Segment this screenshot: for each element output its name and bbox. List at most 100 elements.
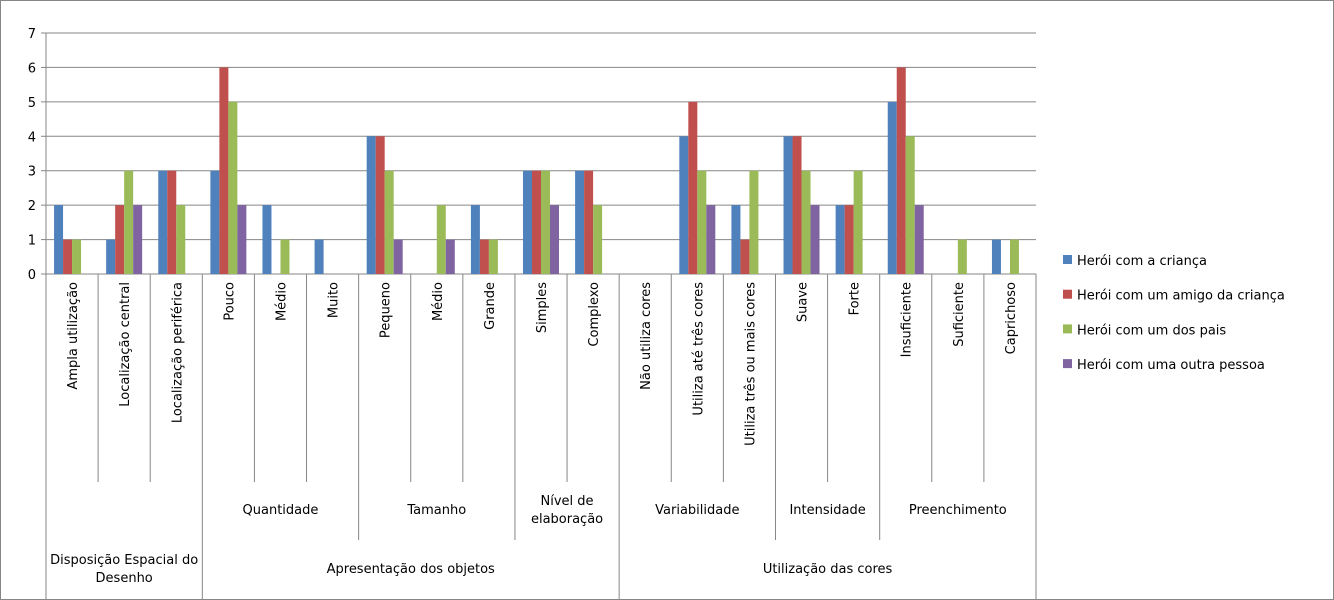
x-tick-label: Pequeno: [379, 282, 394, 338]
group-label: Disposição Espacial do Desenho: [50, 552, 199, 586]
subgroup-label: Quantidade: [242, 503, 319, 519]
bar: [991, 239, 1001, 274]
x-tick-label: Utiliza três ou mais cores: [743, 282, 758, 446]
x-tick-label: Não utiliza cores: [639, 282, 654, 390]
bar: [1009, 239, 1019, 274]
bar: [210, 170, 220, 274]
y-tick-label: 2: [28, 199, 36, 214]
bar: [63, 239, 73, 274]
bar: [697, 170, 707, 274]
bar: [470, 205, 480, 274]
y-tick-label: 6: [28, 61, 36, 76]
bar: [810, 205, 820, 274]
x-tick-label: Médio: [274, 282, 289, 321]
bar: [366, 136, 376, 274]
subgroup-label: Nível de elaboração: [530, 494, 604, 527]
y-tick-label: 0: [28, 268, 36, 283]
legend-swatch: [1063, 255, 1072, 264]
legend-label: Herói com uma outra pessoa: [1077, 358, 1265, 373]
group-label: Utilização das cores: [762, 561, 893, 577]
bar: [115, 205, 125, 274]
bar: [106, 239, 116, 274]
x-tick-label: Suave: [796, 282, 811, 322]
x-tick-label: Localização central: [118, 282, 133, 407]
x-tick-label: Grande: [483, 282, 498, 330]
y-tick-label: 5: [28, 96, 36, 111]
bar: [679, 136, 689, 274]
x-tick-label: Pouco: [222, 282, 237, 321]
bar: [237, 205, 247, 274]
bar: [575, 170, 585, 274]
bar: [176, 205, 186, 274]
bar: [740, 239, 750, 274]
bar: [731, 205, 741, 274]
x-tick-label: Ampla utilização: [66, 282, 81, 390]
legend-swatch: [1063, 359, 1072, 369]
x-tick-label: Caprichoso: [1004, 282, 1019, 354]
x-tick-label: Complexo: [587, 282, 602, 347]
y-tick-label: 7: [28, 27, 36, 42]
legend-swatch: [1063, 324, 1072, 334]
group-label: Apresentação dos objetos: [326, 561, 495, 577]
subgroup-label: Tamanho: [407, 503, 467, 519]
bar: [488, 239, 498, 274]
bar: [124, 170, 134, 274]
bar: [375, 136, 385, 274]
legend-label: Herói com um dos pais: [1077, 323, 1226, 338]
bar: [280, 239, 290, 274]
bar: [792, 136, 802, 274]
bar: [133, 205, 143, 274]
x-tick-label: Localização periférica: [170, 282, 185, 423]
x-tick-label: Simples: [535, 282, 550, 333]
bar: [314, 239, 324, 274]
bar: [54, 205, 64, 274]
x-tick-label: Forte: [848, 282, 863, 315]
x-tick-label: Utiliza até três cores: [691, 282, 706, 416]
x-tick-label: Suficiente: [952, 282, 967, 347]
bar: [384, 170, 394, 274]
bar: [541, 170, 550, 274]
bar: [228, 101, 238, 274]
bar: [835, 205, 845, 274]
bar: [445, 239, 455, 274]
bar: [523, 170, 532, 274]
y-tick-label: 1: [28, 234, 36, 249]
bar: [853, 170, 863, 274]
bar: [167, 170, 177, 274]
bar: [479, 239, 489, 274]
legend-label: Herói com um amigo da criança: [1077, 289, 1285, 304]
bar: [262, 205, 272, 274]
legend-swatch: [1063, 289, 1072, 299]
y-tick-label: 4: [28, 130, 36, 145]
bar: [887, 101, 897, 274]
y-tick-label: 3: [28, 165, 36, 180]
bar: [801, 170, 811, 274]
bar: [436, 205, 446, 274]
x-tick-label: Insuficiente: [900, 282, 915, 357]
bar: [706, 205, 716, 274]
bar: [550, 205, 559, 274]
bar: [219, 67, 229, 274]
bar: [532, 170, 541, 274]
bar: [905, 136, 915, 274]
bar: [584, 170, 594, 274]
bar: [593, 205, 603, 274]
bar: [393, 239, 403, 274]
legend-label: Herói com a criança: [1077, 254, 1207, 269]
bar: [158, 170, 168, 274]
bar: [844, 205, 854, 274]
bar: [783, 136, 793, 274]
subgroup-label: Intensidade: [789, 503, 866, 519]
bar: [957, 239, 967, 274]
subgroup-label: Variabilidade: [655, 503, 740, 519]
bar: [72, 239, 82, 274]
bar: [896, 67, 906, 274]
subgroup-label: Preenchimento: [908, 503, 1007, 519]
bar: [688, 101, 698, 274]
x-tick-label: Médio: [431, 282, 446, 321]
bar: [914, 205, 924, 274]
x-tick-label: Muito: [327, 282, 342, 318]
bar: [749, 170, 759, 274]
